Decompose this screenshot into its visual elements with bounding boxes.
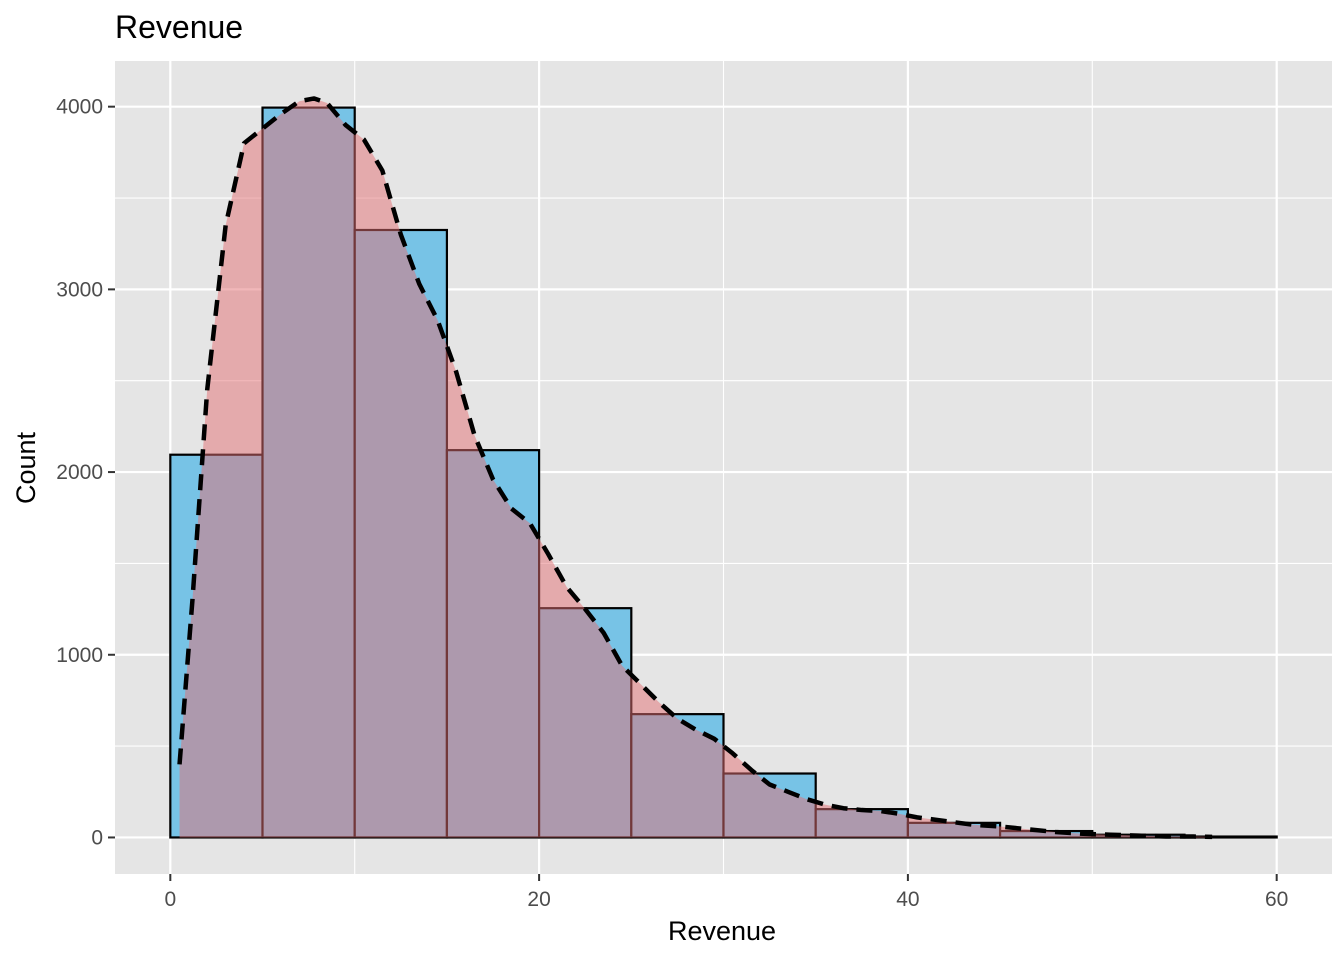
x-tick-label: 20	[527, 888, 550, 911]
x-axis: 0 20 40 60	[164, 874, 1288, 911]
x-tick-label: 60	[1265, 888, 1288, 911]
density-layer	[177, 96, 1213, 840]
y-tick-label: 2000	[56, 461, 103, 484]
density-area	[179, 98, 1213, 838]
density-line	[177, 96, 1213, 840]
y-tick-label: 4000	[56, 96, 103, 119]
chart-title: Revenue	[115, 9, 243, 45]
y-tick-label: 3000	[56, 278, 103, 301]
x-axis-title: Revenue	[668, 916, 776, 946]
y-tick-label: 1000	[56, 644, 103, 667]
y-axis: 0 1000 2000 3000 4000	[56, 96, 115, 849]
x-tick-label: 0	[164, 888, 176, 911]
y-tick-label: 0	[91, 826, 103, 849]
x-tick-label: 40	[896, 888, 919, 911]
y-axis-title: Count	[11, 431, 41, 504]
